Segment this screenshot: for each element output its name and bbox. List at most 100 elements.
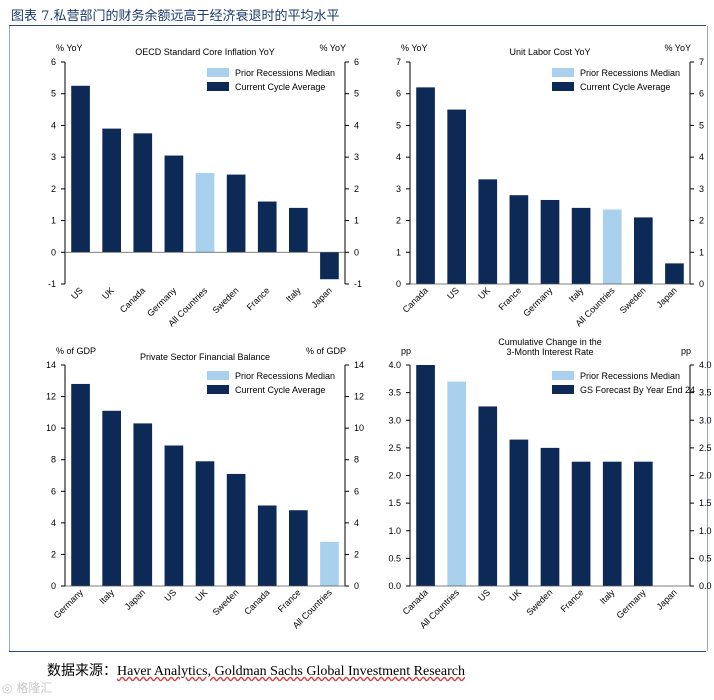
y-tick-label-left: 4 — [51, 120, 56, 130]
y-tick-label-left: 2 — [51, 184, 56, 194]
bar — [102, 410, 121, 586]
x-tick-label: Japan — [654, 285, 678, 309]
x-tick-label: Sweden — [618, 285, 648, 315]
bar — [226, 473, 246, 586]
legend-label: Prior Recessions Median — [235, 371, 335, 381]
bar — [71, 383, 90, 586]
y-tick-label-left: 2.5 — [388, 443, 401, 453]
legend-label: Prior Recessions Median — [580, 68, 680, 78]
y-tick-label-left: 2.0 — [388, 471, 401, 481]
x-tick-label: France — [276, 587, 303, 614]
y-tick-label-left: 2 — [51, 549, 56, 559]
x-tick-label: US — [445, 285, 461, 301]
y-tick-label-left: 7 — [396, 57, 401, 67]
bar — [478, 406, 498, 586]
y-tick-label-right: 0.0 — [699, 581, 712, 591]
chart-title: 3-Month Interest Rate — [506, 347, 593, 357]
legend-label: GS Forecast By Year End 24 — [580, 385, 695, 395]
y-tick-label-right: 4 — [699, 152, 704, 162]
y-tick-label-left: 4 — [51, 518, 56, 528]
y-tick-label-right: 3.0 — [699, 415, 712, 425]
y-tick-label-right: 1 — [354, 216, 359, 226]
legend-label: Prior Recessions Median — [580, 371, 680, 381]
bar — [195, 173, 215, 253]
y-tick-label-right: 3.5 — [699, 388, 712, 398]
bar — [71, 85, 90, 253]
x-tick-label: Japan — [123, 587, 147, 611]
y-tick-label-left: 0 — [396, 279, 401, 289]
y-tick-label-right: 2 — [699, 216, 704, 226]
y-tick-label-left: 3 — [396, 184, 401, 194]
y-tick-label-left: 0.5 — [388, 553, 401, 563]
bar — [164, 155, 184, 253]
x-tick-label: US — [476, 587, 492, 603]
y-tick-label-right: -1 — [354, 279, 362, 289]
y-tick-label-right: 2 — [354, 549, 359, 559]
y-tick-label-right: 6 — [354, 486, 359, 496]
y-tick-label-right: 3 — [354, 152, 359, 162]
x-tick-label: Sweden — [210, 587, 240, 617]
footer-divider — [9, 651, 706, 652]
bar — [289, 207, 308, 253]
chart-title: Private Sector Financial Balance — [140, 352, 270, 362]
y-tick-label-right: 2.0 — [699, 471, 712, 481]
y-tick-label-left: 12 — [46, 392, 56, 402]
y-tick-label-left: 3.0 — [388, 415, 401, 425]
figure-title: 图表 7.私营部门的财务余额远高于经济衰退时的平均水平 — [11, 9, 340, 24]
bar — [540, 199, 560, 284]
bar — [257, 505, 277, 586]
figure-frame — [9, 26, 708, 651]
chart-title: Cumulative Change in the — [498, 337, 602, 347]
legend-swatch-median — [207, 371, 229, 380]
y-tick-label-right: 6 — [699, 89, 704, 99]
legend-swatch-current — [207, 385, 229, 394]
chart-core-inflation: OECD Standard Core Inflation YoY % YoY % Y… — [48, 43, 362, 328]
y-axis-label-right: % YoY — [319, 43, 346, 53]
y-tick-label-left: 4.0 — [388, 360, 401, 370]
x-tick-label: Sweden — [210, 285, 240, 315]
bar — [478, 179, 498, 284]
y-tick-label-left: 0 — [51, 581, 56, 591]
x-tick-label: UK — [100, 285, 116, 301]
y-tick-label-right: 12 — [354, 392, 364, 402]
x-tick-label: France — [559, 587, 586, 614]
x-tick-label: France — [496, 285, 523, 312]
y-tick-label-right: 0 — [354, 581, 359, 591]
x-tick-label: UK — [193, 587, 209, 603]
x-tick-label: Canada — [242, 587, 271, 616]
y-axis-label-right: pp — [681, 346, 691, 356]
y-tick-label-left: 6 — [396, 89, 401, 99]
y-tick-label-left: 0 — [51, 247, 56, 257]
bar — [195, 461, 215, 586]
source-text: Haver Analytics, Goldman Sachs Global In… — [117, 664, 465, 679]
legend-swatch-current — [552, 385, 574, 394]
legend-swatch-median — [552, 68, 574, 77]
y-tick-label-right: 1.0 — [699, 526, 712, 536]
y-tick-label-left: 6 — [51, 486, 56, 496]
x-tick-label: Canada — [118, 285, 147, 314]
y-tick-label-left: 0.0 — [388, 581, 401, 591]
y-tick-label-left: 3 — [51, 152, 56, 162]
x-tick-label: Japan — [654, 587, 678, 611]
y-tick-label-right: 3 — [699, 184, 704, 194]
legend-swatch-median — [552, 371, 574, 380]
x-tick-label: Canada — [401, 285, 430, 314]
y-axis-label-left: % YoY — [56, 43, 83, 53]
y-tick-label-right: 0.5 — [699, 553, 712, 563]
y-tick-label-left: 6 — [51, 57, 56, 67]
y-tick-label-right: 1.5 — [699, 498, 712, 508]
bar — [133, 423, 153, 586]
bar — [416, 87, 435, 284]
x-tick-label: Italy — [284, 285, 303, 304]
y-tick-label-right: 5 — [699, 120, 704, 130]
chart-title: OECD Standard Core Inflation YoY — [135, 47, 275, 57]
x-tick-label: Japan — [309, 285, 333, 309]
legend-label: Prior Recessions Median — [235, 68, 335, 78]
bar — [634, 461, 653, 586]
watermark-text: 格隆汇 — [16, 681, 53, 695]
bar — [226, 174, 246, 253]
y-axis-label-right: % of GDP — [306, 346, 346, 356]
y-tick-label-right: 0 — [354, 247, 359, 257]
legend-swatch-current — [207, 82, 229, 91]
